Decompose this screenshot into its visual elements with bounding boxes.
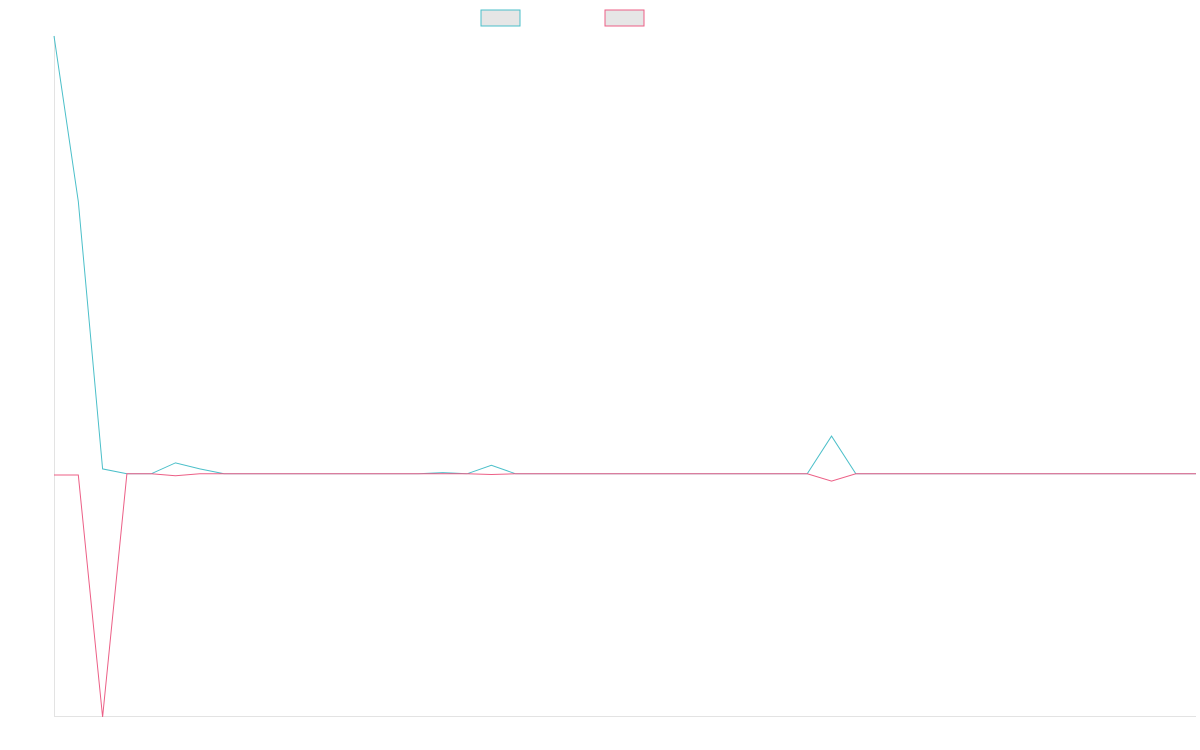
legend [480, 9, 645, 27]
legend-swatch-1[interactable] [480, 9, 521, 27]
series-lines [53, 35, 1196, 718]
axes [54, 36, 1196, 717]
series-line-1 [53, 35, 1196, 475]
legend-swatch-2[interactable] [604, 9, 645, 27]
series-line-2 [54, 473, 1196, 718]
